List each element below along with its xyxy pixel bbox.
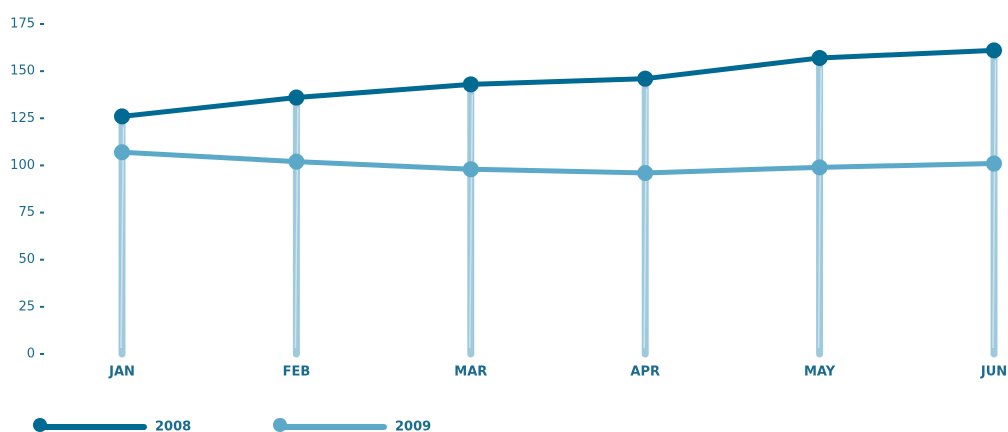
x-tick-label: JUN: [980, 365, 1007, 380]
y-tick-label: 125: [10, 111, 35, 126]
category-stem-highlight: [469, 94, 474, 349]
category-stem-highlight: [294, 107, 299, 349]
category-stem-highlight: [817, 67, 822, 349]
x-tick-label: MAR: [454, 365, 487, 380]
category-stem-highlight: [120, 126, 125, 349]
legend-marker: [33, 418, 47, 432]
series-line: [119, 47, 997, 119]
category-stem-highlight: [643, 88, 648, 349]
data-point: [114, 144, 130, 161]
y-tick-label: 100: [10, 158, 35, 173]
data-point: [114, 108, 130, 125]
data-point: [986, 42, 1002, 59]
data-point: [811, 159, 828, 176]
data-point: [462, 161, 479, 178]
data-point: [462, 76, 479, 93]
y-tick-label: 50: [18, 252, 35, 267]
y-tick-label: 75: [18, 205, 35, 220]
data-point: [288, 153, 305, 170]
y-tick-label: 0: [27, 347, 35, 362]
category-stem-highlight: [992, 60, 997, 349]
x-tick-label: MAY: [804, 365, 836, 380]
data-point: [637, 70, 654, 87]
data-point: [811, 49, 828, 66]
y-tick-label: 25: [18, 299, 35, 314]
y-tick-label: 150: [10, 64, 35, 79]
data-point: [288, 89, 305, 106]
legend-label: 2009: [395, 420, 431, 432]
series-line: [119, 149, 997, 176]
data-point: [986, 155, 1002, 172]
legend-label: 2008: [155, 420, 191, 432]
y-tick-label: 175: [10, 17, 35, 32]
data-point: [637, 164, 654, 181]
x-tick-label: FEB: [283, 365, 311, 380]
x-tick-label: JAN: [108, 365, 135, 380]
x-tick-label: APR: [630, 365, 660, 380]
legend-marker: [273, 418, 287, 432]
